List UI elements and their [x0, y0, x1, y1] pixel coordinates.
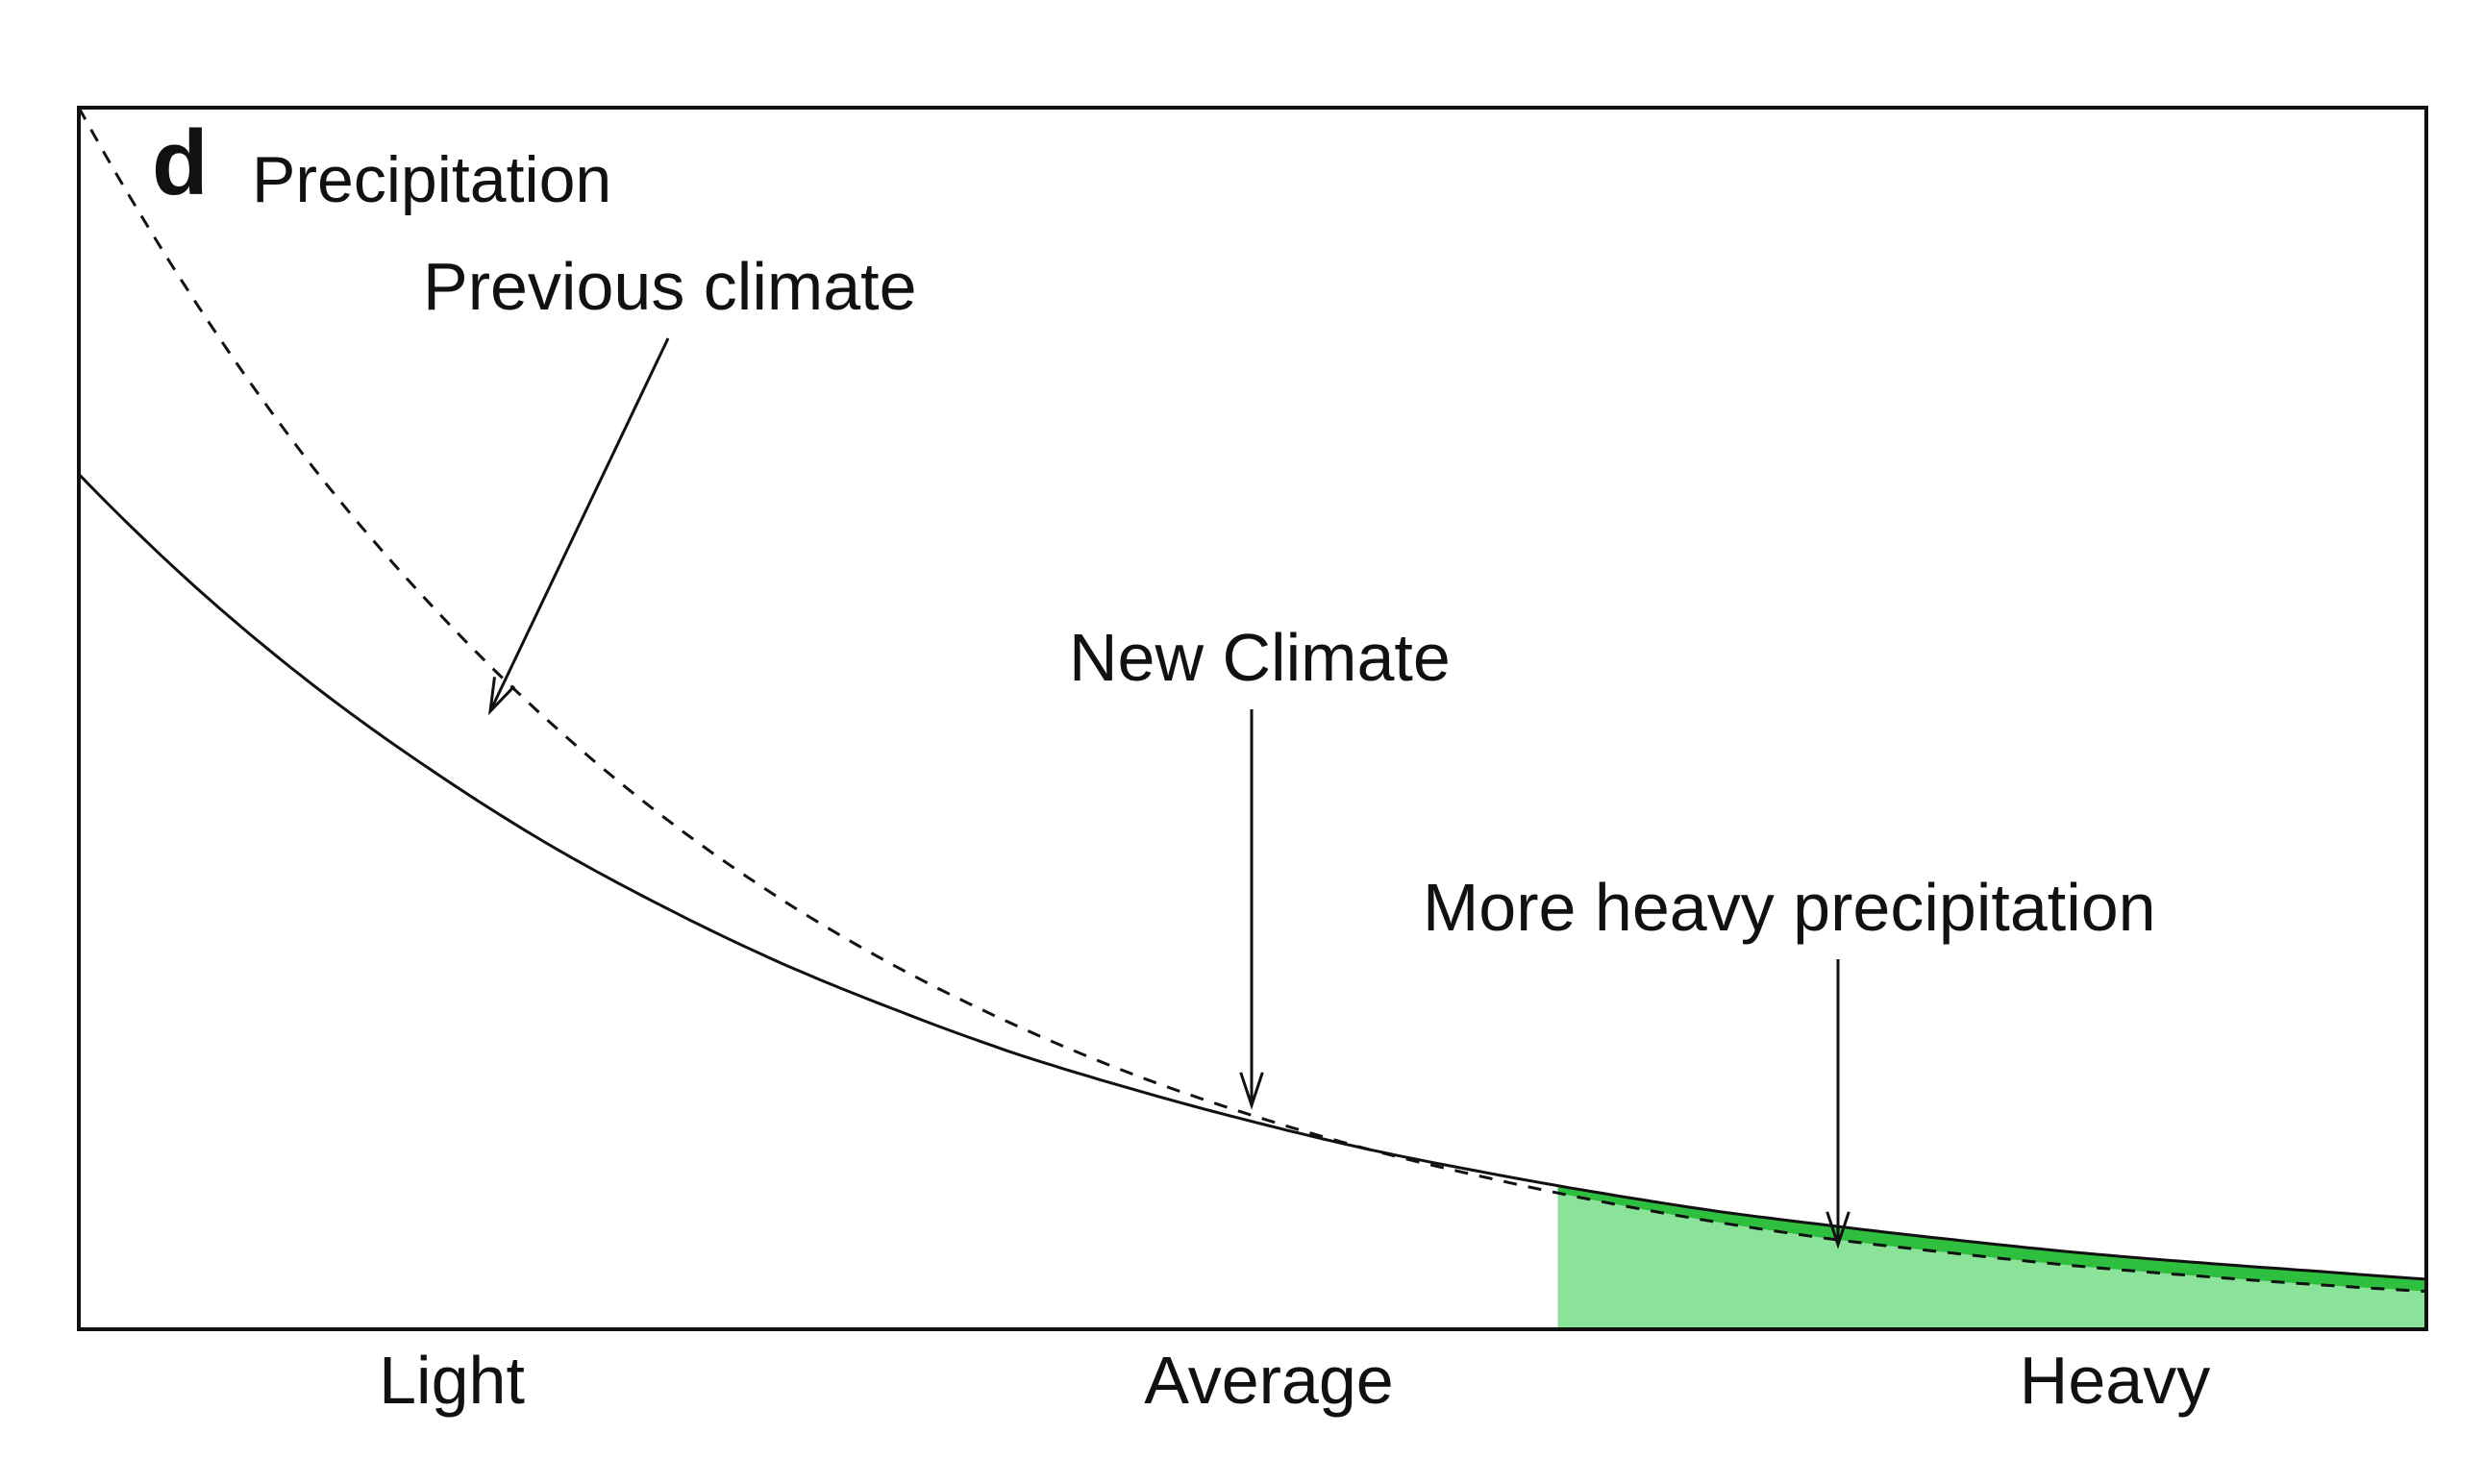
chart-title: Precipitation [252, 143, 611, 216]
new-climate-curve [77, 473, 2427, 1281]
x-tick-label-light: Light [379, 1343, 525, 1418]
x-tick-label-average: Average [1144, 1343, 1393, 1418]
previous-climate-curve [77, 107, 2427, 1294]
x-tick-label-heavy: Heavy [2020, 1343, 2210, 1418]
previous-climate-arrow [487, 337, 670, 716]
shaded-area-increase [1557, 1185, 2426, 1292]
new-climate-label: New Climate [1069, 620, 1451, 695]
plot-frame [77, 106, 2428, 1331]
more-heavy-precipitation-label: More heavy precipitation [1423, 870, 2156, 945]
shaded-area-previous [1557, 1193, 2426, 1329]
more-heavy-precipitation-arrow [1826, 959, 1851, 1249]
new-climate-arrow [1239, 709, 1264, 1110]
previous-climate-label: Previous climate [423, 249, 917, 324]
panel-letter: d [152, 111, 209, 214]
